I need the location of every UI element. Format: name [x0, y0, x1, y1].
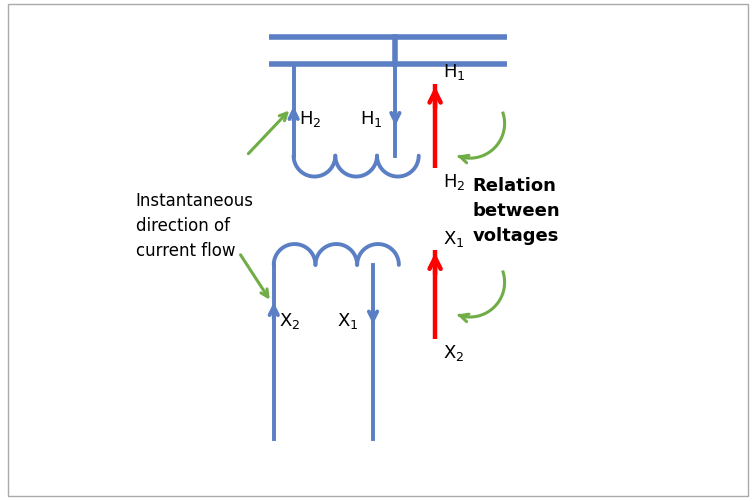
Text: H$_2$: H$_2$ [442, 171, 465, 191]
Text: Relation
between
voltages: Relation between voltages [472, 177, 560, 245]
Text: X$_2$: X$_2$ [442, 342, 463, 362]
Text: X$_2$: X$_2$ [279, 310, 300, 330]
Text: H$_1$: H$_1$ [442, 62, 465, 82]
Text: X$_1$: X$_1$ [337, 310, 358, 330]
Text: H$_2$: H$_2$ [299, 109, 321, 129]
Text: H$_1$: H$_1$ [360, 109, 383, 129]
Text: Instantaneous
direction of
current flow: Instantaneous direction of current flow [136, 192, 254, 260]
Text: X$_1$: X$_1$ [442, 228, 464, 248]
